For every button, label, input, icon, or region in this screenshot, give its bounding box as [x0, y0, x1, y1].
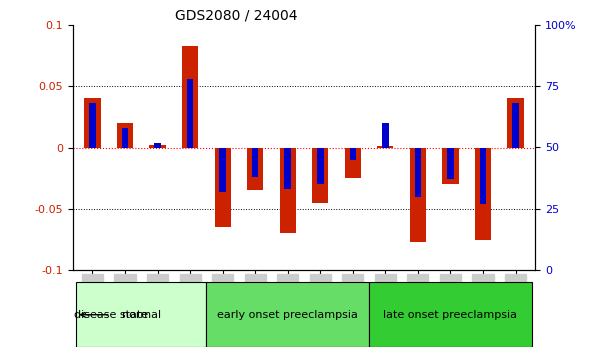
Bar [285, 148, 291, 189]
Bar [312, 148, 328, 203]
Text: early onset preeclampsia: early onset preeclampsia [217, 310, 358, 320]
Bar [480, 148, 486, 204]
Bar [345, 148, 361, 178]
Bar [475, 148, 491, 240]
Bar [513, 103, 519, 148]
FancyBboxPatch shape [76, 282, 206, 347]
Bar [410, 148, 426, 242]
Bar [447, 148, 454, 179]
Bar [117, 123, 133, 148]
Text: GDS2080 / 24004: GDS2080 / 24004 [174, 8, 297, 22]
Bar [182, 46, 198, 148]
Bar [215, 148, 231, 227]
FancyBboxPatch shape [369, 282, 532, 347]
Bar [280, 148, 296, 233]
Text: normal: normal [122, 310, 161, 320]
Bar [252, 148, 258, 177]
Text: disease state: disease state [74, 310, 148, 320]
FancyBboxPatch shape [206, 282, 369, 347]
Bar [442, 148, 458, 184]
Bar [415, 148, 421, 196]
Text: late onset preeclampsia: late onset preeclampsia [384, 310, 517, 320]
Bar [89, 103, 95, 148]
Bar [150, 145, 166, 148]
Bar [187, 79, 193, 148]
Bar [377, 146, 393, 148]
Bar [219, 148, 226, 192]
Bar [350, 148, 356, 160]
Bar [247, 148, 263, 190]
Bar [317, 148, 323, 184]
Bar [508, 98, 523, 148]
Bar [122, 128, 128, 148]
Bar [382, 123, 389, 148]
Bar [85, 98, 100, 148]
Bar [154, 143, 161, 148]
